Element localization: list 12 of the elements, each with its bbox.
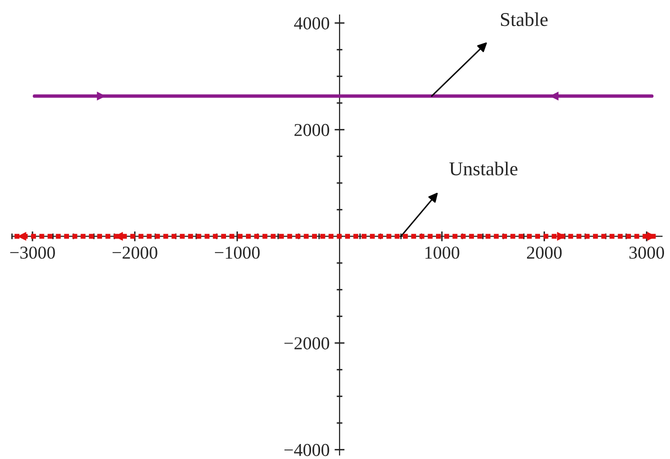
y-tick-label: 4000 xyxy=(294,17,330,30)
x-tick-label: 1000 xyxy=(425,246,460,259)
x-tick-label: −1000 xyxy=(214,246,260,259)
x-tick-label: −3000 xyxy=(10,246,55,259)
y-tick-label: 2000 xyxy=(294,124,330,136)
x-tick-label: 2000 xyxy=(527,246,562,259)
annotation: Stable xyxy=(500,12,548,26)
annotation: Unstable xyxy=(449,162,518,176)
y-tick-label: −4000 xyxy=(284,444,330,456)
x-tick-label: 3000 xyxy=(629,246,664,259)
x-tick-label: −2000 xyxy=(112,246,158,259)
y-tick-label: −2000 xyxy=(284,337,330,350)
